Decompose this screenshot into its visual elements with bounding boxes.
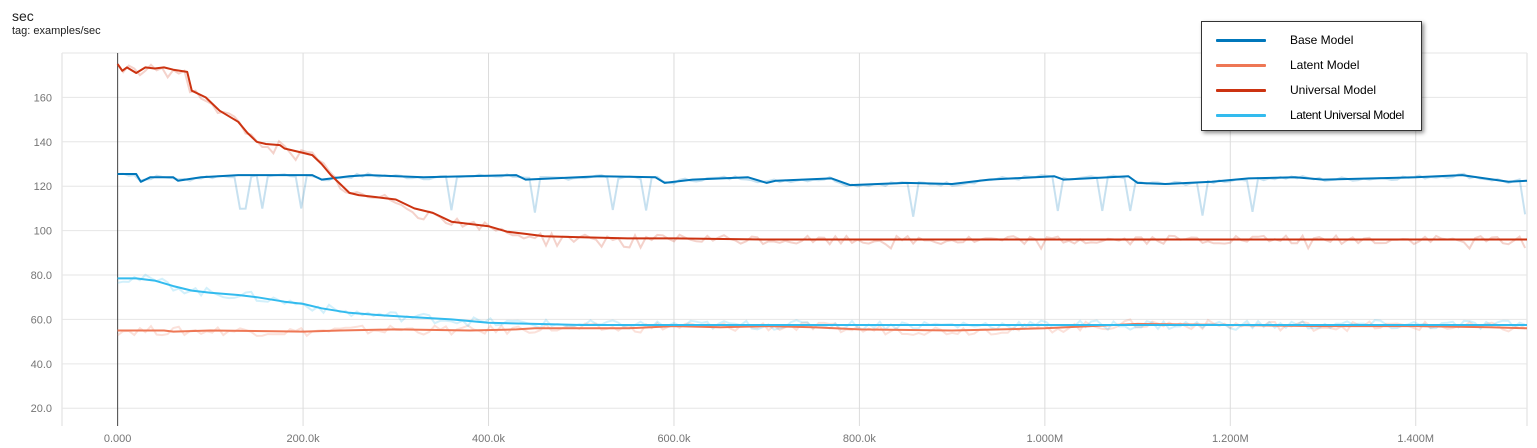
y-tick-label: 60.0 xyxy=(31,314,52,326)
legend-swatch-latent-model xyxy=(1216,63,1266,67)
y-tick-label: 140 xyxy=(34,137,52,149)
chart-title: sec xyxy=(12,8,34,24)
legend-swatch-latent-universal-model xyxy=(1216,113,1266,117)
grid xyxy=(61,52,1528,426)
y-tick-label: 80.0 xyxy=(31,270,52,282)
legend-swatch-base-model xyxy=(1216,38,1266,42)
y-tick-label: 120 xyxy=(34,181,52,193)
series-line xyxy=(116,63,1527,241)
legend-label: Latent Model xyxy=(1290,58,1360,72)
y-tick-label: 20.0 xyxy=(31,403,52,415)
series-layer xyxy=(116,63,1528,333)
legend-label: Latent Universal Model xyxy=(1290,108,1404,122)
series-line xyxy=(117,277,1527,326)
legend-item-latent-universal-model[interactable]: Latent Universal Model xyxy=(1216,105,1404,125)
legend-label: Base Model xyxy=(1290,33,1354,47)
tick-labels: 20.0 40.0 60.0 80.0 100 120 140 160 0.000 200.0k 4… xyxy=(31,92,1435,445)
legend-label: Universal Model xyxy=(1290,83,1377,97)
x-tick-label: 400.0k xyxy=(472,433,506,445)
x-tick-label: 1.400M xyxy=(1397,433,1434,445)
series-raw-trace xyxy=(117,172,1527,217)
x-tick-label: 200.0k xyxy=(287,433,321,445)
x-tick-label: 1.200M xyxy=(1212,433,1249,445)
legend[interactable]: Base Model Latent Model Universal Model … xyxy=(1201,21,1422,131)
series-raw-trace xyxy=(117,273,1526,332)
legend-item-base-model[interactable]: Base Model xyxy=(1216,30,1353,50)
chart-subtitle: tag: examples/sec xyxy=(12,25,101,37)
x-tick-label: 600.0k xyxy=(657,433,691,445)
series-line xyxy=(117,173,1528,187)
legend-item-universal-model[interactable]: Universal Model xyxy=(1216,80,1376,100)
x-tick-label: 0.000 xyxy=(104,433,132,445)
y-tick-label: 40.0 xyxy=(31,359,52,371)
x-tick-label: 1.000M xyxy=(1026,433,1063,445)
y-tick-label: 100 xyxy=(34,226,52,238)
x-tick-label: 800.0k xyxy=(843,433,877,445)
y-tick-label: 160 xyxy=(34,92,52,104)
legend-item-latent-model[interactable]: Latent Model xyxy=(1216,55,1359,75)
legend-swatch-universal-model xyxy=(1216,88,1266,92)
